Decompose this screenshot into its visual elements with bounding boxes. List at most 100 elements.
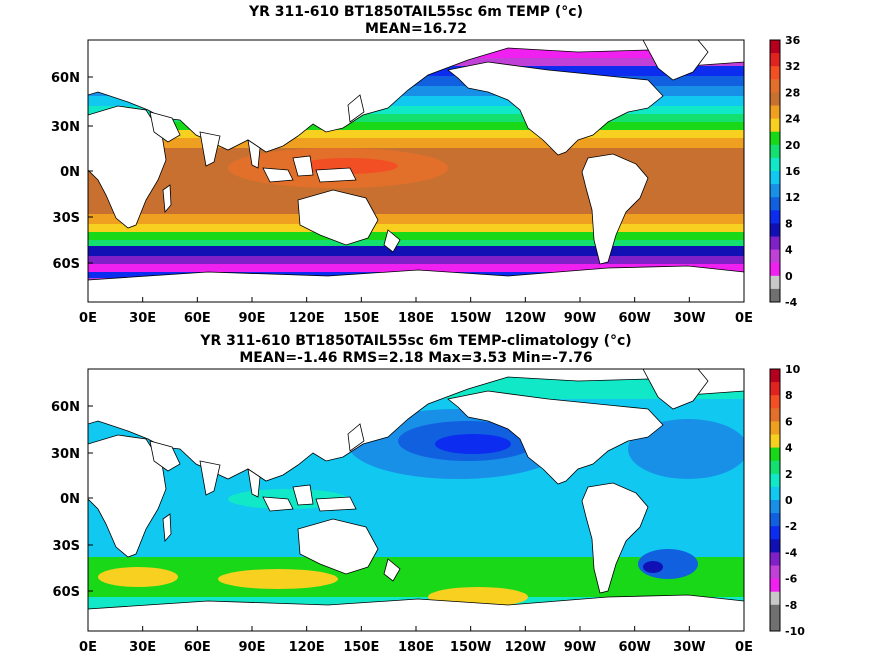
y-tick-label: 30N [51, 120, 80, 135]
x-tick-label: 90W [564, 640, 596, 655]
colorbar-label: -4 [785, 546, 798, 559]
colorbar-swatch [770, 40, 780, 54]
colorbar-swatch [770, 421, 780, 435]
colorbar-swatch [770, 92, 780, 106]
panel-2-colorbar: 10 8 6 4 2 0 -2 -4 -6 -8 -10 [769, 363, 805, 638]
colorbar-label: -4 [785, 296, 798, 309]
colorbar-label: -10 [785, 625, 805, 638]
x-tick-label: 150W [450, 640, 491, 655]
colorbar-swatch [770, 53, 780, 67]
colorbar-swatch [770, 66, 780, 80]
x-tick-label: 30E [129, 311, 156, 326]
colorbar-swatch [770, 434, 780, 449]
colorbar-swatch [770, 210, 780, 224]
colorbar-label: 4 [785, 244, 793, 257]
panel-2-stats: MEAN=-1.46 RMS=2.18 Max=3.53 Min=-7.76 [239, 350, 592, 366]
colorbar-label: 10 [785, 363, 801, 376]
y-tick-label: 60N [51, 400, 80, 415]
panel-1-y-axis: 60N 30N 0N 30S 60S [51, 71, 93, 272]
colorbar-swatch [770, 249, 780, 264]
colorbar-label: 20 [785, 139, 801, 152]
colorbar-label: 8 [785, 389, 793, 402]
panel-2-y-axis: 60N 30N 0N 30S 60S [51, 400, 93, 600]
colorbar-swatch [770, 118, 780, 133]
colorbar-swatch [770, 171, 780, 185]
colorbar-swatch [770, 486, 780, 501]
colorbar-swatch [770, 157, 780, 172]
colorbar-swatch [770, 275, 780, 290]
panel-1-stats: MEAN=16.72 [365, 21, 467, 37]
colorbar-swatch [770, 144, 780, 159]
colorbar-swatch [770, 262, 780, 277]
colorbar-label: -8 [785, 599, 797, 612]
colorbar-label: 0 [785, 270, 793, 283]
x-tick-label: 30W [673, 640, 705, 655]
x-tick-label: 150E [343, 640, 379, 655]
colorbar-label: 4 [785, 442, 793, 455]
y-tick-label: 30N [51, 447, 80, 462]
y-tick-label: 60N [51, 71, 80, 86]
colorbar-swatch [770, 591, 780, 606]
colorbar-label: 0 [785, 494, 793, 507]
panel-1-x-axis: 0E 30E 60E 90E 120E 150E 180E 150W 120W 90W 60W 30W… [79, 297, 753, 326]
x-tick-label: 0E [735, 311, 753, 326]
colorbar-swatch [770, 447, 780, 462]
colorbar-frame [769, 39, 781, 303]
y-tick-label: 30S [53, 539, 80, 554]
colorbar-swatch [770, 382, 780, 396]
colorbar-swatch [770, 473, 780, 488]
x-tick-label: 180E [398, 640, 434, 655]
panel-2-title: YR 311-610 BT1850TAIL55sc 6m TEMP-climat… [199, 333, 631, 349]
x-tick-label: 0E [79, 311, 97, 326]
colorbar-label: 2 [785, 468, 793, 481]
x-tick-label: 60W [618, 640, 650, 655]
colorbar-swatch [770, 395, 780, 409]
y-tick-label: 0N [60, 492, 80, 507]
panel-2: YR 311-610 BT1850TAIL55sc 6m TEMP-climat… [51, 333, 805, 655]
panel-1: YR 311-610 BT1850TAIL55sc 6m TEMP (°c) M… [51, 4, 801, 326]
x-tick-label: 30E [129, 640, 156, 655]
x-tick-label: 30W [673, 311, 705, 326]
colorbar-label: 36 [785, 34, 801, 47]
colorbar-swatch [770, 79, 780, 93]
x-tick-label: 180E [398, 311, 434, 326]
x-tick-label: 90E [239, 311, 266, 326]
y-tick-label: 60S [53, 585, 80, 600]
colorbar-label: 28 [785, 86, 800, 99]
y-tick-label: 30S [53, 211, 80, 226]
panel-2-map [88, 369, 744, 631]
x-tick-label: 120W [505, 640, 546, 655]
panel-2-x-axis: 0E 30E 60E 90E 120E 150E 180E 150W 120W 90W 60W 30W… [79, 626, 753, 655]
colorbar-swatch [770, 408, 780, 422]
x-tick-label: 0E [735, 640, 753, 655]
panel-1-map [88, 40, 744, 302]
colorbar-swatch [770, 197, 780, 211]
colorbar-label: 12 [785, 191, 800, 204]
colorbar-swatch [770, 131, 780, 146]
colorbar-swatch [770, 184, 780, 198]
colorbar-swatch [770, 236, 780, 251]
x-tick-label: 150E [343, 311, 379, 326]
colorbar-swatch [770, 578, 780, 593]
colorbar-swatch [770, 617, 780, 632]
x-tick-label: 60E [184, 311, 211, 326]
x-tick-label: 120E [289, 311, 325, 326]
x-tick-label: 0E [79, 640, 97, 655]
colorbar-swatch [770, 460, 780, 475]
colorbar-swatch [770, 513, 780, 527]
panel-1-title: YR 311-610 BT1850TAIL55sc 6m TEMP (°c) [248, 4, 583, 20]
colorbar-label: -6 [785, 573, 798, 586]
colorbar-swatch [770, 500, 780, 514]
colorbar-swatch [770, 223, 780, 237]
x-tick-label: 120E [289, 640, 325, 655]
colorbar-swatch [770, 526, 780, 540]
colorbar-swatch [770, 369, 780, 383]
colorbar-label: 16 [785, 165, 801, 178]
colorbar-frame [769, 368, 781, 632]
colorbar-swatch [770, 604, 780, 619]
x-tick-label: 120W [505, 311, 546, 326]
colorbar-swatch [770, 552, 780, 566]
colorbar-swatch [770, 288, 780, 303]
colorbar-swatch [770, 539, 780, 553]
